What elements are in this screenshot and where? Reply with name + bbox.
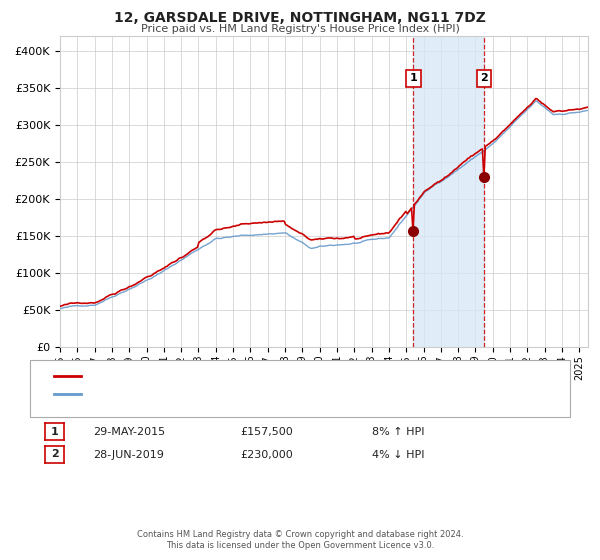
Text: 29-MAY-2015: 29-MAY-2015: [93, 427, 165, 437]
Text: 1: 1: [51, 427, 58, 437]
Text: Price paid vs. HM Land Registry's House Price Index (HPI): Price paid vs. HM Land Registry's House …: [140, 24, 460, 34]
Text: 2: 2: [480, 73, 488, 83]
Text: £157,500: £157,500: [240, 427, 293, 437]
Text: 1: 1: [409, 73, 417, 83]
Text: 8% ↑ HPI: 8% ↑ HPI: [372, 427, 425, 437]
Text: 2: 2: [51, 449, 58, 459]
Text: HPI: Average price, detached house, City of Nottingham: HPI: Average price, detached house, City…: [87, 389, 379, 399]
Text: 28-JUN-2019: 28-JUN-2019: [93, 450, 164, 460]
Text: £230,000: £230,000: [240, 450, 293, 460]
Text: This data is licensed under the Open Government Licence v3.0.: This data is licensed under the Open Gov…: [166, 541, 434, 550]
Text: Contains HM Land Registry data © Crown copyright and database right 2024.: Contains HM Land Registry data © Crown c…: [137, 530, 463, 539]
Text: 12, GARSDALE DRIVE, NOTTINGHAM, NG11 7DZ (detached house): 12, GARSDALE DRIVE, NOTTINGHAM, NG11 7DZ…: [87, 371, 431, 381]
Text: 12, GARSDALE DRIVE, NOTTINGHAM, NG11 7DZ: 12, GARSDALE DRIVE, NOTTINGHAM, NG11 7DZ: [114, 11, 486, 25]
Bar: [413, 36, 484, 347]
Text: 4% ↓ HPI: 4% ↓ HPI: [372, 450, 425, 460]
